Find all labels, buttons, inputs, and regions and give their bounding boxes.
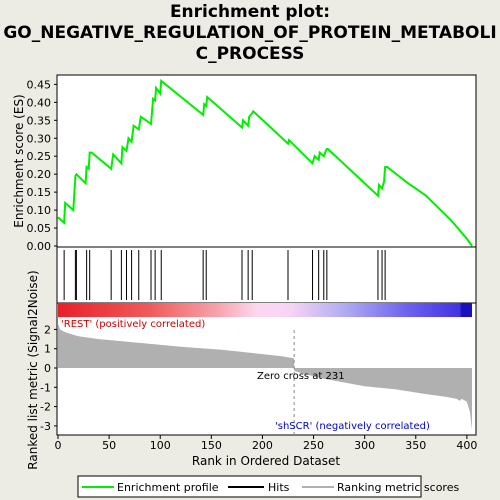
legend: Enrichment profile Hits Ranking metric s… bbox=[77, 475, 459, 498]
metric-y-tick-label-3: 0 bbox=[44, 362, 51, 375]
es-y-axis-label: Enrichment score (ES) bbox=[12, 94, 26, 227]
x-tick-label-1: 50 bbox=[102, 439, 116, 452]
metric-area-ranking-scores bbox=[58, 323, 472, 430]
es-line-enrichment-profile bbox=[57, 78, 473, 247]
es-y-tick-label-4: 0.20 bbox=[27, 168, 52, 181]
hits-panel bbox=[56, 246, 477, 304]
metric-y-axis-label: Ranked list metric (Signal2Noise) bbox=[26, 270, 40, 469]
legend-label-hits: Hits bbox=[268, 481, 290, 494]
chart-title: Enrichment plot: GO_NEGATIVE_REGULATION_… bbox=[0, 2, 500, 65]
rank-color-bar bbox=[58, 303, 472, 317]
es-line-layer bbox=[57, 78, 473, 247]
metric-y-axis: -3 -2 -1 0 1 2 bbox=[40, 323, 57, 433]
metric-y-tick-label-5: 2 bbox=[44, 323, 51, 336]
es-y-tick-label-1: 0.05 bbox=[27, 222, 52, 235]
legend-label-metric: Ranking metric scores bbox=[337, 481, 459, 494]
es-y-tick-label-5: 0.25 bbox=[27, 150, 52, 163]
es-panel bbox=[56, 74, 477, 248]
es-y-tick-label-2: 0.10 bbox=[27, 204, 52, 217]
metric-layer bbox=[58, 323, 472, 434]
title-line-2: GO_NEGATIVE_REGULATION_OF_PROTEIN_METABO… bbox=[3, 23, 497, 43]
x-tick-label-5: 250 bbox=[303, 439, 324, 452]
es-y-tick-label-7: 0.35 bbox=[27, 114, 52, 127]
x-tick-label-2: 100 bbox=[150, 439, 171, 452]
neg-correlated-label: 'shSCR' (negatively correlated) bbox=[275, 421, 430, 432]
metric-y-tick-label-2: -1 bbox=[40, 381, 51, 394]
metric-y-tick-label-0: -3 bbox=[40, 420, 51, 433]
pos-correlated-label: 'REST' (positively correlated) bbox=[61, 319, 205, 330]
title-line-3: C_PROCESS bbox=[195, 44, 305, 64]
legend-label-enrichment: Enrichment profile bbox=[117, 481, 219, 494]
es-y-axis: 0.00 0.05 0.10 0.15 0.20 0.25 0.30 0.35 0.40 0.45 bbox=[27, 78, 57, 253]
x-axis: 0 50 100 150 200 250 300 350 400 bbox=[55, 435, 477, 452]
x-tick-label-3: 150 bbox=[201, 439, 222, 452]
metric-y-tick-label-1: -2 bbox=[40, 401, 51, 414]
x-tick-label-7: 350 bbox=[405, 439, 426, 452]
es-y-tick-label-0: 0.00 bbox=[27, 240, 52, 253]
x-tick-label-0: 0 bbox=[55, 439, 62, 452]
hit-lines-layer bbox=[63, 250, 386, 300]
zero-cross-label: Zero cross at 231 bbox=[257, 371, 345, 382]
es-y-tick-label-6: 0.30 bbox=[27, 132, 52, 145]
x-tick-label-6: 300 bbox=[354, 439, 375, 452]
x-axis-label: Rank in Ordered Dataset bbox=[192, 454, 340, 468]
x-tick-label-8: 400 bbox=[456, 439, 477, 452]
es-y-tick-label-9: 0.45 bbox=[27, 78, 52, 91]
es-y-tick-label-8: 0.40 bbox=[27, 96, 52, 109]
title-line-1: Enrichment plot: bbox=[169, 2, 331, 22]
es-y-tick-label-3: 0.15 bbox=[27, 186, 52, 199]
x-tick-label-4: 200 bbox=[252, 439, 273, 452]
metric-y-tick-label-4: 1 bbox=[44, 343, 51, 356]
